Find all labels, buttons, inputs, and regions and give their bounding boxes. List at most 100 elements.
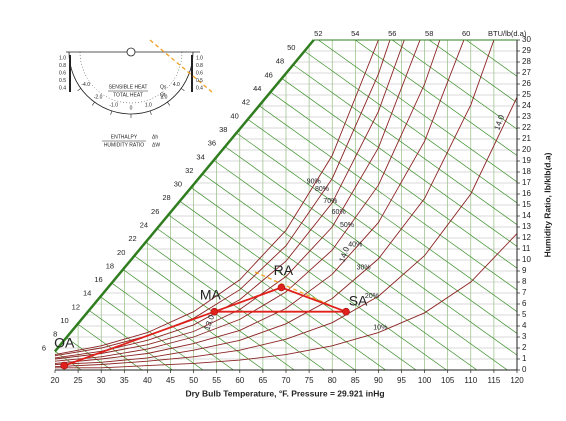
enthalpy-line [236,132,517,370]
y-tick-label: 24 [522,101,531,110]
state-label: RA [274,262,294,278]
shf-label: 0.4 [196,85,203,91]
protractor-text: Δh [152,134,158,140]
shf-label: 1.0 [196,55,203,61]
shf-label: 0.8 [196,63,203,69]
shf-line [254,271,333,307]
state-label: MA [200,286,222,302]
enthalpy-label: 14 [83,289,91,298]
enthalpy-line [355,40,517,370]
rh-label: 40% [348,241,362,248]
y-tick-label: 15 [522,200,531,209]
x-axis-label: Dry Bulb Temperature, °F. Pressure = 29.… [185,388,384,398]
y-tick-label: 13 [522,222,531,231]
enthalpy-label: 34 [196,152,204,161]
y-tick-label: 28 [522,57,531,66]
enthalpy-label: 28 [162,193,170,202]
rh-label: 20% [365,293,379,300]
x-tick-label: 95 [397,376,406,385]
x-tick-label: 30 [97,376,106,385]
shf-label: 0.6 [59,70,66,76]
state-label: OA [54,334,75,350]
enthalpy-line [145,241,325,370]
process-line [214,286,282,313]
enthalpy-line [281,78,517,370]
rh-label: 50% [340,222,354,229]
arc-tick [77,88,82,92]
enthalpy-label: 48 [276,57,284,66]
x-tick-label: 40 [143,376,152,385]
enthalpy-line [202,173,478,370]
arc-label: 2.0 [160,95,167,101]
y-tick-label: 14 [522,211,531,220]
enthalpy-unit: BTU/lb(d.a) [488,29,527,38]
x-tick-label: 65 [258,376,267,385]
protractor: SENSIBLE HEAT TOTAL HEAT Qs Qt ENTHALPY … [59,39,213,148]
x-tick-label: 75 [305,376,314,385]
y-tick-label: 25 [522,90,531,99]
protractor-text: TOTAL HEAT [113,92,143,98]
enthalpy-label: 18 [106,261,114,270]
y-tick-label: 2 [522,343,527,352]
y-tick-label: 11 [522,244,531,253]
protractor-text: Qt [160,92,166,98]
y-tick-label: 7 [522,288,527,297]
x-tick-label: 120 [510,376,524,385]
enthalpy-label: 54 [351,29,359,38]
enthalpy-label: 26 [151,207,159,216]
enthalpy-label: 30 [174,180,182,189]
x-tick-label: 55 [212,376,221,385]
enthalpy-label: 60 [462,29,470,38]
enthalpy-line [429,40,517,370]
y-tick-label: 18 [522,167,531,176]
y-tick-label: 26 [522,79,531,88]
enthalpy-label: 36 [208,139,216,148]
arc-tick [149,110,152,115]
rh-label: 70% [323,198,337,205]
x-tick-label: 70 [282,376,291,385]
rh-curve [55,40,391,357]
state-point [210,307,219,316]
enthalpy-line [213,159,508,370]
y-tick-label: 23 [522,112,531,121]
y-tick-label: 4 [522,321,527,330]
enthalpy-label: 58 [425,29,433,38]
y-axis-label: Humidity Ratio, lb/klb(d.a) [542,152,552,257]
enthalpy-line [190,187,447,370]
rh-curve [55,40,379,356]
enthalpy-label: 8 [53,330,57,339]
shf-label: 0.5 [59,78,66,84]
y-tick-label: 22 [522,123,531,132]
enthalpy-label: 56 [388,29,396,38]
state-point [60,361,69,370]
arc-tick [167,101,171,106]
y-tick-label: 5 [522,310,527,319]
arc-tick [91,101,95,106]
x-tick-label: 115 [488,376,501,385]
x-tick-label: 50 [189,376,198,385]
arc-label: -2.0 [94,95,103,101]
enthalpy-label: 32 [185,166,193,175]
arc-tick [110,110,113,115]
enthalpy-line [318,40,517,370]
rh-curve [55,97,517,368]
rh-curve [55,40,495,365]
arc-label: -4.0 [81,82,90,88]
enthalpy-label: 12 [72,302,80,311]
rh-label: 90% [307,178,321,185]
enthalpy-line [179,200,417,370]
x-tick-label: 100 [418,376,432,385]
overlay: 20 25 30 35 40 45 50 55 60 65 70 75 80 85 90 95 100 105 11… [42,29,532,385]
enthalpy-label: 38 [219,125,227,134]
x-tick-label: 20 [51,376,60,385]
rh-curve [55,40,465,364]
x-tick-label: 80 [328,376,337,385]
arc-tick [180,88,185,92]
enthalpy-label: 46 [264,70,272,79]
enthalpy-label: 44 [253,84,261,93]
enthalpy-label: 20 [117,248,125,257]
enthalpy-line [258,105,517,370]
y-tick-label: 3 [522,332,527,341]
shf-label: 0.6 [196,70,203,76]
